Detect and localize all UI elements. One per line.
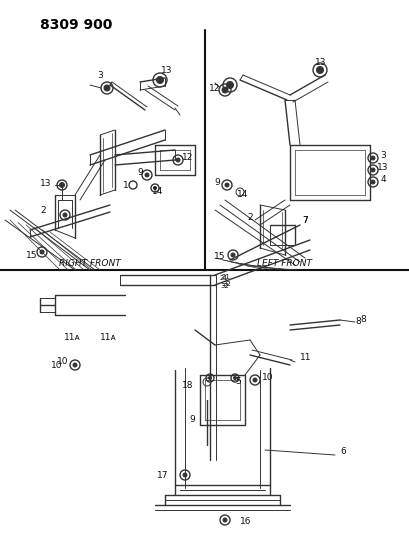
Text: 6: 6	[339, 448, 345, 456]
Circle shape	[233, 376, 236, 379]
Circle shape	[370, 168, 374, 172]
Circle shape	[252, 378, 256, 382]
Circle shape	[225, 183, 229, 187]
Text: 9: 9	[137, 167, 142, 176]
Circle shape	[63, 213, 67, 217]
Text: 4: 4	[379, 174, 385, 183]
Circle shape	[40, 250, 44, 254]
Text: 32: 32	[220, 283, 228, 289]
Text: RIGHT FRONT: RIGHT FRONT	[59, 259, 121, 268]
Circle shape	[153, 187, 156, 190]
Circle shape	[59, 182, 64, 188]
Text: 2: 2	[40, 206, 46, 214]
Circle shape	[316, 67, 323, 74]
Text: 10: 10	[51, 360, 63, 369]
Circle shape	[175, 158, 180, 162]
Text: 14: 14	[152, 187, 163, 196]
Circle shape	[221, 87, 227, 93]
Text: 17: 17	[156, 471, 168, 480]
Text: 9: 9	[213, 177, 219, 187]
Circle shape	[226, 82, 233, 88]
Circle shape	[104, 85, 110, 91]
Text: 1: 1	[123, 181, 128, 190]
Text: 8: 8	[354, 318, 360, 327]
Text: 13: 13	[161, 66, 172, 75]
Text: 3: 3	[379, 150, 385, 159]
Text: 10: 10	[57, 358, 68, 367]
Text: 11: 11	[299, 353, 311, 362]
Text: 16: 16	[239, 518, 251, 527]
Text: 5: 5	[234, 377, 240, 386]
Text: 8: 8	[359, 316, 365, 325]
Text: 15: 15	[26, 251, 38, 260]
Text: 21
32: 21 32	[221, 273, 230, 287]
Text: 10: 10	[261, 374, 273, 383]
Circle shape	[156, 77, 163, 84]
Text: LEFT FRONT: LEFT FRONT	[257, 259, 312, 268]
Text: 13: 13	[315, 58, 326, 67]
Text: 13: 13	[376, 163, 388, 172]
Circle shape	[370, 156, 374, 160]
Circle shape	[370, 180, 374, 184]
Circle shape	[230, 253, 234, 257]
Text: 7: 7	[301, 215, 307, 224]
Text: 12: 12	[209, 84, 220, 93]
Text: 21: 21	[220, 275, 228, 281]
Text: 14: 14	[237, 190, 248, 198]
Text: 11ᴀ: 11ᴀ	[63, 334, 80, 343]
Circle shape	[208, 376, 211, 379]
Text: 11ᴀ: 11ᴀ	[100, 334, 117, 343]
Circle shape	[182, 473, 187, 477]
Text: 2: 2	[247, 213, 252, 222]
Text: 12: 12	[182, 152, 193, 161]
Text: 15: 15	[214, 252, 225, 261]
Text: 3: 3	[97, 70, 103, 79]
Circle shape	[222, 518, 227, 522]
Text: 18: 18	[181, 381, 193, 390]
Text: 13: 13	[40, 179, 52, 188]
Circle shape	[145, 173, 148, 177]
Text: 7: 7	[301, 215, 307, 224]
Text: 8309 900: 8309 900	[40, 18, 112, 32]
Circle shape	[73, 363, 77, 367]
Text: 9: 9	[189, 416, 195, 424]
